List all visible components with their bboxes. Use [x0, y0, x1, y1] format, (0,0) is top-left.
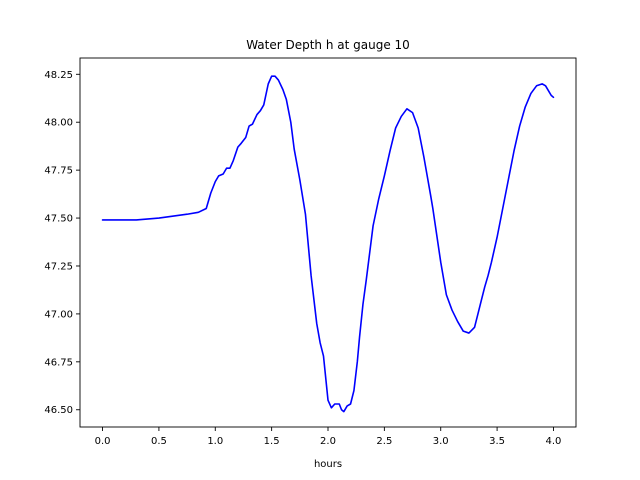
- y-tick-label: 48.00: [44, 118, 73, 129]
- y-tick-label: 47.00: [44, 309, 73, 320]
- x-tick-label: 2.0: [320, 436, 336, 447]
- x-tick-label: 3.0: [433, 436, 449, 447]
- x-tick-label: 3.5: [489, 436, 505, 447]
- x-tick-label: 0.0: [95, 436, 111, 447]
- axes-frame: [79, 57, 577, 428]
- x-tick-label: 1.0: [207, 436, 223, 447]
- x-tick-label: 0.5: [151, 436, 167, 447]
- y-tick-label: 47.50: [44, 214, 73, 225]
- x-tick-label: 4.0: [546, 436, 562, 447]
- plot-area: 0.0 0.5 1.0 1.5 2.0 2.5 3.0 3.5 4.0 46.50 46.75 47.…: [44, 57, 577, 447]
- y-tick-label: 48.25: [44, 70, 73, 81]
- y-tick-label: 47.75: [44, 166, 73, 177]
- x-tick-label: 2.5: [376, 436, 392, 447]
- x-axis-label: hours: [314, 459, 342, 470]
- y-tick-label: 47.25: [44, 261, 73, 272]
- series-line-0: [101, 75, 555, 413]
- y-tick-label: 46.75: [44, 357, 73, 368]
- chart-title: Water Depth h at gauge 10: [246, 38, 410, 52]
- y-tick-label: 46.50: [44, 405, 73, 416]
- x-tick-label: 1.5: [264, 436, 280, 447]
